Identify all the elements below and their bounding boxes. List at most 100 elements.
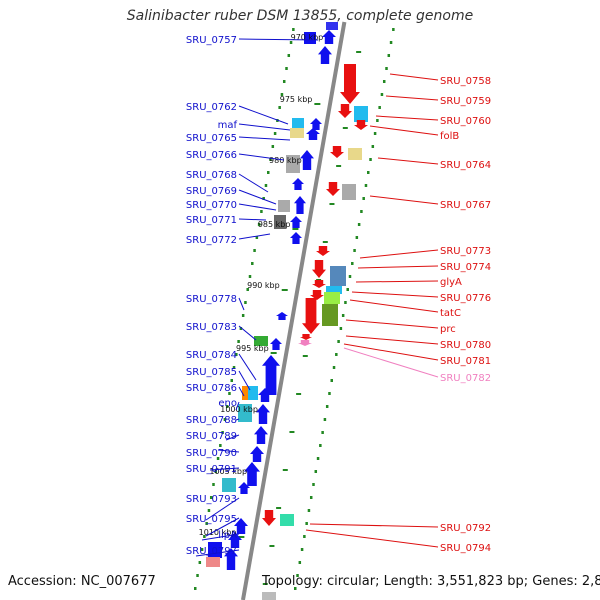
- gene-label-right[interactable]: SRU_0760: [440, 116, 491, 127]
- gene-label-left[interactable]: SRU_0784: [186, 350, 237, 361]
- forward-gene-arrow: [270, 338, 282, 350]
- leader-line: [238, 38, 319, 41]
- leader-line: [238, 353, 257, 381]
- gene-label-right[interactable]: SRU_0758: [440, 76, 491, 87]
- kbp-label: 1010 kbp: [199, 528, 237, 537]
- forward-gene-arrow: [256, 404, 270, 424]
- gene-label-left[interactable]: SRU_0768: [186, 170, 237, 181]
- gene-label-left[interactable]: lipA: [218, 530, 237, 541]
- reverse-gene-arrow: [330, 146, 344, 158]
- leader-line: [345, 319, 439, 329]
- leader-line: [238, 233, 271, 240]
- forward-gene-arrow: [290, 232, 302, 244]
- gene-label-right[interactable]: SRU_0767: [440, 200, 491, 211]
- reverse-gene-arrow: [338, 104, 352, 118]
- gene-label-right[interactable]: SRU_0792: [440, 523, 491, 534]
- accession-text: Accession: NC_007677: [8, 574, 156, 589]
- leader-line: [389, 73, 439, 81]
- gene-block: [324, 292, 340, 304]
- reverse-gene-arrow: [310, 290, 324, 300]
- reverse-gene-arrow: [354, 120, 368, 130]
- kbp-label: 980 kbp: [269, 156, 302, 165]
- gene-label-right[interactable]: glyA: [440, 277, 462, 288]
- reverse-gene-arrow: [316, 246, 330, 256]
- gene-label-left[interactable]: SRU_0757: [186, 35, 237, 46]
- leader-line: [205, 517, 240, 537]
- reverse-gene-arrow: [326, 182, 340, 196]
- leader-line: [238, 136, 291, 141]
- gene-label-left[interactable]: SRU_0762: [186, 102, 237, 113]
- leader-line: [375, 115, 439, 121]
- gene-label-right[interactable]: SRU_0759: [440, 96, 491, 107]
- gene-block: [354, 106, 368, 122]
- leader-line: [238, 297, 245, 311]
- reverse-gene-arrow: [262, 510, 276, 526]
- forward-gene-arrow: [292, 178, 304, 190]
- leader-line: [369, 195, 439, 205]
- reverse-gene-arrow: [312, 280, 326, 288]
- gene-label-left[interactable]: SRU_0772: [186, 235, 237, 246]
- forward-gene-arrow: [310, 118, 322, 130]
- gene-label-left[interactable]: eno: [218, 398, 237, 409]
- gene-label-left[interactable]: SRU_0791: [186, 464, 237, 475]
- forward-gene-arrow: [294, 196, 306, 214]
- gene-label-left[interactable]: SRU_0793: [186, 494, 237, 505]
- gene-label-left[interactable]: SRU_0786: [186, 383, 237, 394]
- gene-label-left[interactable]: maf: [218, 120, 238, 131]
- leader-line: [359, 249, 439, 259]
- leader-line: [217, 449, 240, 453]
- gene-label-right[interactable]: SRU_0773: [440, 246, 491, 257]
- gene-label-left[interactable]: SRU_0766: [186, 150, 237, 161]
- leader-line: [238, 189, 277, 205]
- kbp-label: 970 kbp: [291, 33, 324, 42]
- leader-line: [343, 343, 439, 361]
- gene-label-left[interactable]: SRU_0771: [186, 215, 237, 226]
- gene-label-left[interactable]: SRU_0765: [186, 133, 237, 144]
- gene-label-right[interactable]: prc: [440, 324, 456, 335]
- gene-label-right[interactable]: tatC: [440, 308, 461, 319]
- topology-text: Topology: circular; Length: 3,551,823 bp…: [262, 574, 600, 589]
- gene-block: [274, 215, 286, 229]
- leader-line: [235, 418, 240, 421]
- gene-label-left[interactable]: SRU_0770: [186, 200, 237, 211]
- forward-gene-arrow: [276, 312, 288, 320]
- gene-block: [222, 478, 236, 492]
- leader-line: [205, 497, 240, 521]
- leader-line: [305, 529, 439, 548]
- gene-label-right[interactable]: SRU_0794: [440, 543, 491, 554]
- gene-label-right[interactable]: SRU_0776: [440, 293, 491, 304]
- gene-label-left[interactable]: SRU_0789: [186, 431, 237, 442]
- forward-gene-arrow: [228, 532, 242, 548]
- kbp-label: 975 kbp: [280, 95, 313, 104]
- gene-block: [326, 286, 342, 294]
- gene-label-left[interactable]: SRU_0797: [186, 546, 237, 557]
- gene-label-left[interactable]: SRU_0790: [186, 448, 237, 459]
- forward-gene-arrow: [244, 462, 260, 486]
- leader-line: [235, 401, 240, 411]
- gene-label-right[interactable]: SRU_0782: [440, 373, 491, 384]
- gene-label-right[interactable]: SRU_0774: [440, 262, 491, 273]
- gene-label-left[interactable]: SRU_0785: [186, 367, 237, 378]
- leader-line: [238, 105, 289, 125]
- gene-label-left[interactable]: SRU_0795: [186, 514, 237, 525]
- forward-gene-arrow: [258, 388, 272, 402]
- gene-block: [206, 557, 220, 567]
- gene-block: [248, 386, 258, 400]
- gene-label-left[interactable]: SRU_0778: [186, 294, 237, 305]
- gene-label-right[interactable]: SRU_0780: [440, 340, 491, 351]
- gene-label-left[interactable]: SRU_0788: [186, 415, 237, 426]
- map-title: Salinibacter ruber DSM 13855, complete g…: [126, 8, 474, 24]
- gene-block: [286, 155, 300, 173]
- gene-label-right[interactable]: SRU_0781: [440, 356, 491, 367]
- gene-label-left[interactable]: SRU_0783: [186, 322, 237, 333]
- axis-top-marker: [326, 22, 338, 30]
- gene-label-left[interactable]: SRU_0769: [186, 186, 237, 197]
- forward-gene-arrow: [254, 426, 268, 444]
- gene-label-right[interactable]: folB: [440, 131, 459, 142]
- kbp-label: 1005 kbp: [209, 467, 247, 476]
- leader-line: [238, 123, 291, 131]
- gene-label-right[interactable]: SRU_0764: [440, 160, 491, 171]
- leader-line: [377, 157, 439, 165]
- gene-block: [290, 128, 304, 138]
- reverse-gene-arrow: [300, 334, 312, 340]
